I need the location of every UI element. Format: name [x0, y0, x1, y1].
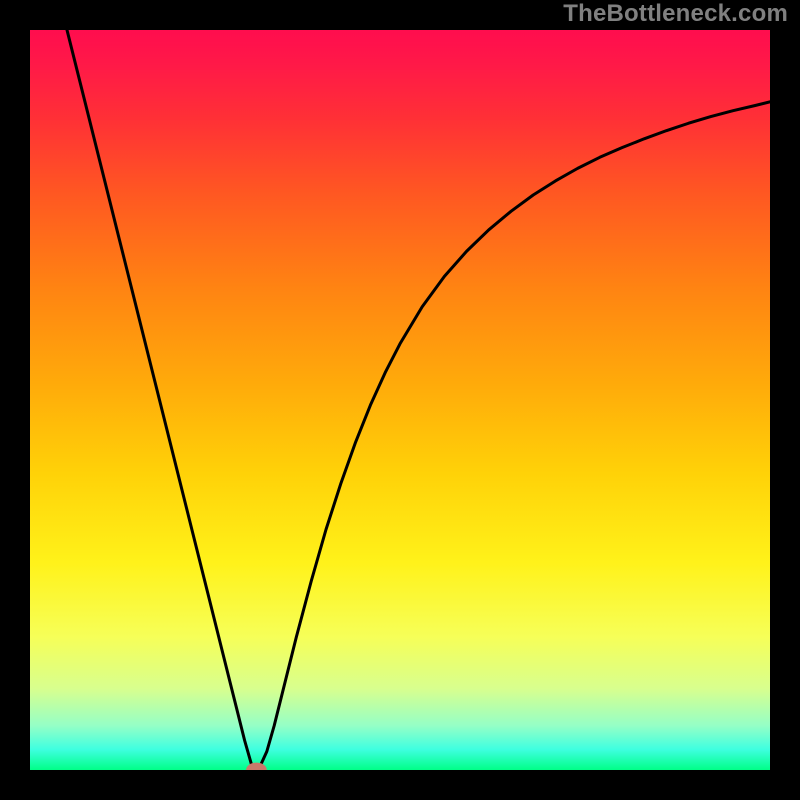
- watermark-text: TheBottleneck.com: [563, 0, 788, 28]
- plot-area: [30, 30, 770, 770]
- gradient-background: [30, 30, 770, 770]
- chart-frame: TheBottleneck.com: [0, 0, 800, 800]
- chart-svg: [30, 30, 770, 770]
